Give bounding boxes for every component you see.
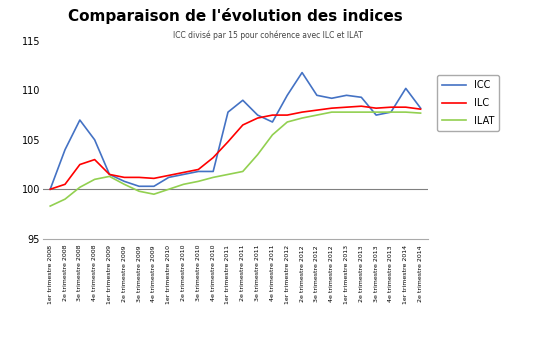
- ILAT: [165, 187, 172, 191]
- ILC: [62, 182, 68, 186]
- ILAT: [240, 169, 246, 174]
- ILAT: [402, 110, 409, 114]
- ILAT: [299, 116, 305, 120]
- ILAT: [77, 185, 83, 189]
- ICC: [91, 138, 98, 142]
- ICC: [314, 93, 320, 97]
- ILC: [240, 123, 246, 127]
- Line: ILAT: ILAT: [50, 112, 421, 206]
- ILAT: [328, 110, 335, 114]
- ICC: [284, 93, 291, 97]
- ILAT: [358, 110, 364, 114]
- ILAT: [314, 113, 320, 117]
- ICC: [77, 118, 83, 122]
- ILAT: [195, 179, 202, 183]
- ILC: [47, 187, 54, 191]
- ICC: [195, 169, 202, 174]
- ILC: [343, 105, 350, 109]
- ILAT: [225, 172, 231, 176]
- ILC: [210, 155, 216, 160]
- Line: ICC: ICC: [50, 73, 421, 189]
- ILC: [358, 104, 364, 108]
- ILAT: [47, 204, 54, 208]
- ILAT: [121, 182, 127, 186]
- ILAT: [91, 177, 98, 181]
- ILC: [402, 105, 409, 109]
- ILC: [165, 173, 172, 177]
- ILC: [417, 107, 424, 111]
- Title: Comparaison de l'évolution des indices: Comparaison de l'évolution des indices: [68, 9, 403, 25]
- ILAT: [373, 110, 379, 114]
- ICC: [151, 184, 157, 188]
- ILC: [195, 167, 202, 172]
- ILAT: [62, 197, 68, 201]
- ICC: [402, 86, 409, 90]
- ICC: [165, 175, 172, 179]
- ICC: [358, 95, 364, 99]
- ILC: [328, 106, 335, 110]
- Legend: ICC, ILC, ILAT: ICC, ILC, ILAT: [437, 75, 499, 131]
- Text: ICC divisé par 15 pour cohérence avec ILC et ILAT: ICC divisé par 15 pour cohérence avec IL…: [173, 31, 362, 40]
- ICC: [328, 96, 335, 100]
- ICC: [373, 113, 379, 117]
- ICC: [388, 110, 394, 114]
- ILC: [373, 106, 379, 110]
- ILAT: [106, 174, 113, 178]
- ILAT: [151, 192, 157, 196]
- ILAT: [343, 110, 350, 114]
- ICC: [136, 184, 142, 188]
- ILAT: [284, 120, 291, 124]
- ICC: [106, 172, 113, 176]
- ILAT: [180, 182, 187, 186]
- ICC: [225, 110, 231, 114]
- ICC: [210, 169, 216, 174]
- ILC: [91, 158, 98, 162]
- ICC: [269, 120, 276, 124]
- ICC: [343, 93, 350, 97]
- ILC: [136, 175, 142, 179]
- ICC: [417, 106, 424, 110]
- ILAT: [417, 111, 424, 115]
- ILAT: [136, 189, 142, 193]
- ICC: [121, 179, 127, 183]
- ICC: [47, 187, 54, 191]
- ILC: [299, 110, 305, 114]
- ILC: [314, 108, 320, 112]
- ICC: [240, 98, 246, 102]
- ILC: [151, 176, 157, 180]
- ILC: [225, 140, 231, 144]
- ILC: [255, 116, 261, 120]
- ICC: [255, 113, 261, 117]
- ILC: [121, 175, 127, 179]
- ILC: [388, 105, 394, 109]
- ILAT: [388, 110, 394, 114]
- ILAT: [269, 133, 276, 137]
- ILC: [77, 163, 83, 167]
- ICC: [299, 71, 305, 75]
- ILC: [106, 172, 113, 176]
- ICC: [180, 172, 187, 176]
- ICC: [62, 148, 68, 152]
- ILC: [269, 113, 276, 117]
- ILAT: [210, 175, 216, 179]
- Line: ILC: ILC: [50, 106, 421, 189]
- ILC: [180, 170, 187, 175]
- ILAT: [255, 153, 261, 157]
- ILC: [284, 113, 291, 117]
